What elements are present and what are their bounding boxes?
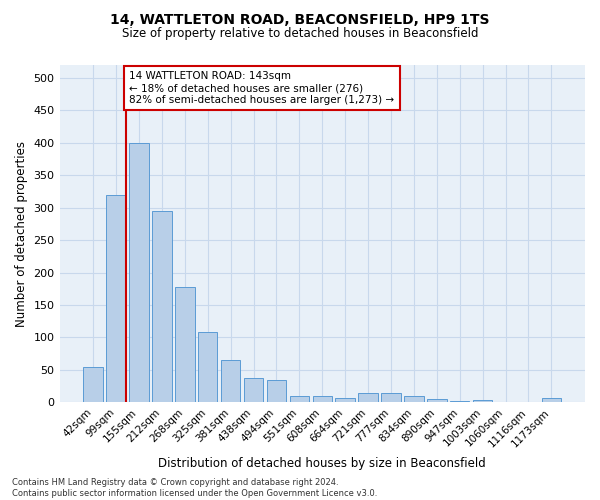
Text: 14, WATTLETON ROAD, BEACONSFIELD, HP9 1TS: 14, WATTLETON ROAD, BEACONSFIELD, HP9 1T… <box>110 12 490 26</box>
Bar <box>198 332 217 402</box>
Bar <box>404 396 424 402</box>
Text: Size of property relative to detached houses in Beaconsfield: Size of property relative to detached ho… <box>122 28 478 40</box>
Bar <box>290 396 309 402</box>
Bar <box>427 399 446 402</box>
Bar <box>129 143 149 403</box>
Bar <box>106 194 126 402</box>
Bar <box>335 398 355 402</box>
Bar <box>221 360 241 403</box>
Bar <box>450 401 469 402</box>
Bar <box>381 393 401 402</box>
X-axis label: Distribution of detached houses by size in Beaconsfield: Distribution of detached houses by size … <box>158 457 486 470</box>
Bar <box>267 380 286 402</box>
Bar <box>542 398 561 402</box>
Bar <box>83 366 103 402</box>
Text: 14 WATTLETON ROAD: 143sqm
← 18% of detached houses are smaller (276)
82% of semi: 14 WATTLETON ROAD: 143sqm ← 18% of detac… <box>129 72 394 104</box>
Y-axis label: Number of detached properties: Number of detached properties <box>15 140 28 326</box>
Bar <box>313 396 332 402</box>
Bar <box>358 392 378 402</box>
Bar <box>152 211 172 402</box>
Bar <box>175 287 194 403</box>
Bar <box>244 378 263 402</box>
Bar <box>473 400 493 402</box>
Text: Contains HM Land Registry data © Crown copyright and database right 2024.
Contai: Contains HM Land Registry data © Crown c… <box>12 478 377 498</box>
